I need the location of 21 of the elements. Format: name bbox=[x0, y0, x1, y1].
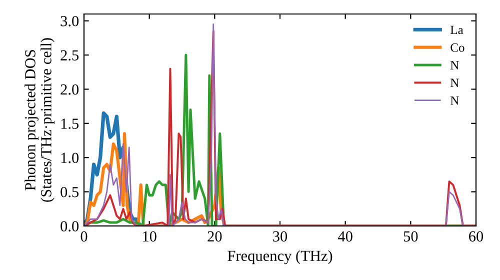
x-tick-label: 50 bbox=[404, 231, 418, 242]
y-tick-label: 0.5 bbox=[60, 186, 79, 198]
y-axis-title: Phonon projected DOS (States/THz·primitive cell) bbox=[24, 38, 54, 202]
x-tick-label: 10 bbox=[143, 231, 156, 242]
x-axis-title: Frequency (THz) bbox=[228, 250, 332, 264]
legend-label: La bbox=[450, 26, 464, 34]
y-tick-label: 1.0 bbox=[61, 152, 79, 164]
y-tick-label: 2.0 bbox=[60, 84, 79, 95]
y-tick-label: 1.5 bbox=[61, 118, 79, 129]
x-tick-label: 30 bbox=[273, 231, 288, 242]
y-tick-label: 3.0 bbox=[60, 16, 79, 26]
y-tick-label: 0.0 bbox=[60, 221, 79, 232]
x-tick-label: 60 bbox=[469, 231, 484, 242]
y-tick-label: 2.5 bbox=[60, 50, 79, 61]
legend-label: Co bbox=[450, 43, 464, 52]
legend-label: N bbox=[450, 96, 459, 105]
x-tick-label: 0 bbox=[80, 231, 88, 242]
x-tick-label: 20 bbox=[208, 231, 222, 242]
x-tick-label: 40 bbox=[338, 231, 352, 242]
legend-label: N bbox=[450, 61, 459, 70]
legend-label: N bbox=[450, 78, 459, 87]
